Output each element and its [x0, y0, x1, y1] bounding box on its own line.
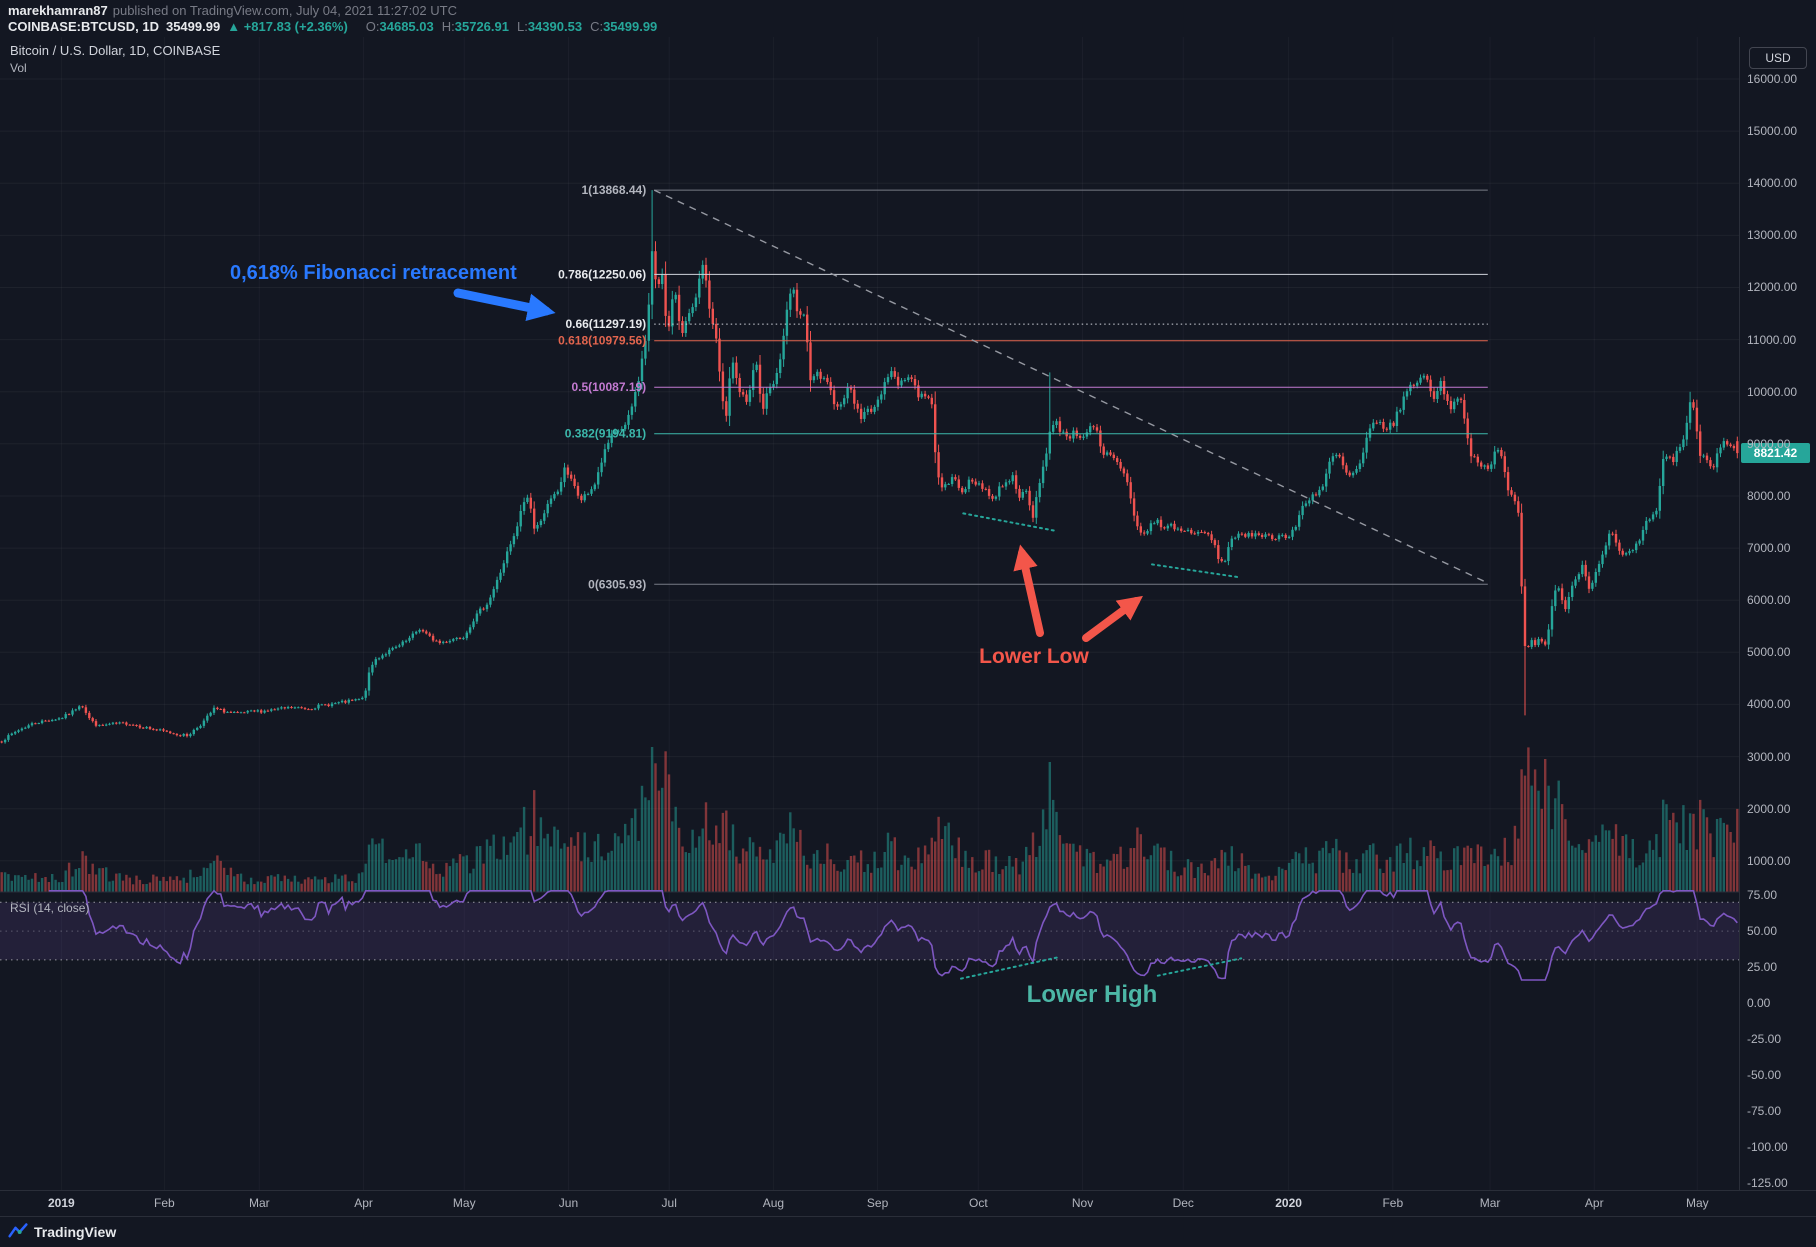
axis-tick-label: 14000.00	[1747, 176, 1798, 191]
time-axis-label: 2020	[1275, 1196, 1302, 1210]
chart-legend-title[interactable]: Bitcoin / U.S. Dollar, 1D, COINBASE	[10, 43, 221, 58]
currency-toggle-button[interactable]: USD	[1749, 47, 1807, 69]
time-axis-label: Feb	[154, 1196, 175, 1210]
descending-trendline[interactable]	[653, 189, 1489, 584]
time-axis-label: Jun	[558, 1196, 579, 1210]
time-axis-label: May	[1685, 1196, 1709, 1210]
axis-tick-label: 1000.00	[1747, 853, 1791, 868]
rsi-pane	[0, 889, 1739, 981]
tradingview-brand-text[interactable]: TradingView	[34, 1224, 117, 1240]
time-axis-label: Apr	[1584, 1196, 1604, 1210]
svg-text:0.382(9194.81): 0.382(9194.81)	[565, 427, 646, 441]
close-value: 35499.99	[603, 19, 658, 34]
volume-bars	[0, 747, 1739, 892]
low-value: 34390.53	[527, 19, 583, 34]
time-axis-label: Oct	[968, 1196, 988, 1210]
lower-low-annotation-text[interactable]: Lower Low	[979, 645, 1089, 668]
lower-high-annotation-text[interactable]: Lower High	[1026, 981, 1158, 1008]
time-axis-label: Mar	[249, 1196, 270, 1210]
grid	[0, 37, 1739, 1190]
change-value: +817.83 (+2.36%)	[243, 19, 348, 34]
time-axis-label: 2019	[48, 1196, 75, 1210]
axis-tick-label: -125.00	[1747, 1175, 1788, 1190]
rsi-line	[48, 889, 1738, 981]
username: marekhamran87	[8, 3, 108, 18]
axis-tick-label: 12000.00	[1747, 280, 1798, 295]
time-axis[interactable]: 2019 Feb Mar Apr May Jun Jul Aug Sep Oct Nov Dec 202…	[0, 1190, 1816, 1216]
tradingview-logo-icon[interactable]	[8, 1222, 28, 1242]
axis-tick-label: 0.00	[1747, 996, 1771, 1010]
annotation-arrows[interactable]	[453, 288, 1143, 642]
volume-legend-label[interactable]: Vol	[10, 61, 27, 75]
symbol-ohlc-bar: COINBASE:BTCUSD, 1D 35499.99 ▲ +817.83 (+2…	[8, 19, 1816, 35]
high-label: H:	[441, 19, 455, 34]
price-low-trendlines[interactable]	[962, 512, 1240, 579]
time-axis-label: Feb	[1382, 1196, 1404, 1210]
axis-tick-label: -100.00	[1747, 1139, 1788, 1154]
axis-tick-label: 6000.00	[1747, 593, 1791, 608]
axis-tick-label: 11000.00	[1747, 332, 1797, 347]
time-axis-label: Jul	[661, 1196, 677, 1210]
published-text: published on TradingView.com, July 04, 2…	[112, 3, 457, 18]
axis-tick-label: 4000.00	[1747, 697, 1791, 712]
axis-tick-label: 3000.00	[1747, 749, 1791, 764]
open-label: O:	[365, 19, 380, 34]
fib-annotation-text[interactable]: 0,618% Fibonacci retracement	[230, 262, 517, 284]
open-value: 34685.03	[379, 19, 434, 34]
axis-tick-label: -25.00	[1747, 1031, 1782, 1046]
header: marekhamran87 published on TradingView.co…	[0, 0, 1816, 37]
axis-tick-label: 10000.00	[1747, 384, 1798, 399]
price-change: ▲ +817.83 (+2.36%)	[227, 19, 348, 34]
axis-tick-label: 13000.00	[1747, 228, 1798, 243]
time-axis-label: Sep	[866, 1196, 889, 1210]
axis-tick-label: 9000.00	[1747, 436, 1791, 451]
low-label: L:	[516, 19, 528, 34]
axis-tick-label: 5000.00	[1747, 645, 1791, 660]
rsi-legend-label[interactable]: RSI (14, close)	[10, 901, 90, 915]
symbol-name: COINBASE:BTCUSD, 1D	[8, 19, 159, 34]
time-axis-label: Nov	[1071, 1196, 1094, 1210]
axis-tick-label: 7000.00	[1747, 541, 1791, 556]
svg-text:0.618(10979.56): 0.618(10979.56)	[558, 334, 646, 348]
last-price-badge: 8821.42	[1741, 443, 1810, 464]
close-label: C:	[590, 19, 604, 34]
time-axis-label: Dec	[1172, 1196, 1194, 1210]
time-axis-label: Aug	[762, 1196, 785, 1210]
up-arrow-icon: ▲	[227, 19, 241, 34]
axis-tick-label: 2000.00	[1747, 801, 1791, 816]
axis-tick-label: 15000.00	[1747, 124, 1798, 139]
axis-tick-label: 8000.00	[1747, 488, 1791, 503]
svg-text:0.66(11297.19): 0.66(11297.19)	[565, 317, 646, 331]
axis-tick-label: -50.00	[1747, 1067, 1782, 1082]
svg-text:1(13868.44): 1(13868.44)	[581, 183, 646, 197]
footer-bar: TradingView	[0, 1216, 1816, 1247]
candlesticks	[0, 190, 1739, 744]
axis-tick-label: 75.00	[1747, 888, 1778, 903]
axis-tick-label: 25.00	[1747, 960, 1778, 975]
svg-text:0(6305.93): 0(6305.93)	[588, 577, 646, 591]
symbol-last-price: 35499.99	[165, 19, 221, 34]
publish-info: marekhamran87 published on TradingView.co…	[8, 3, 1816, 19]
fib-retracement[interactable]: 1(13868.44) 0.786(12250.06) 0.66(11297.19)…	[558, 183, 1488, 591]
time-axis-label: Apr	[354, 1196, 373, 1210]
time-axis-label: Mar	[1479, 1196, 1501, 1210]
chart-canvas[interactable]: 1(13868.44) 0.786(12250.06) 0.66(11297.19)…	[0, 37, 1739, 1190]
svg-text:0.5(10087.19): 0.5(10087.19)	[571, 380, 646, 394]
high-value: 35726.91	[454, 19, 509, 34]
axis-tick-label: 50.00	[1747, 924, 1778, 939]
svg-text:0.786(12250.06): 0.786(12250.06)	[558, 267, 646, 281]
time-axis-label: May	[452, 1196, 476, 1210]
price-axis[interactable]: USD 8821.42 16000.00 15000.00 14000.00 1300…	[1739, 37, 1816, 1190]
axis-tick-label: 16000.00	[1747, 72, 1798, 86]
axis-tick-label: -75.00	[1747, 1103, 1782, 1118]
chart-region: 1(13868.44) 0.786(12250.06) 0.66(11297.19)…	[0, 37, 1816, 1190]
